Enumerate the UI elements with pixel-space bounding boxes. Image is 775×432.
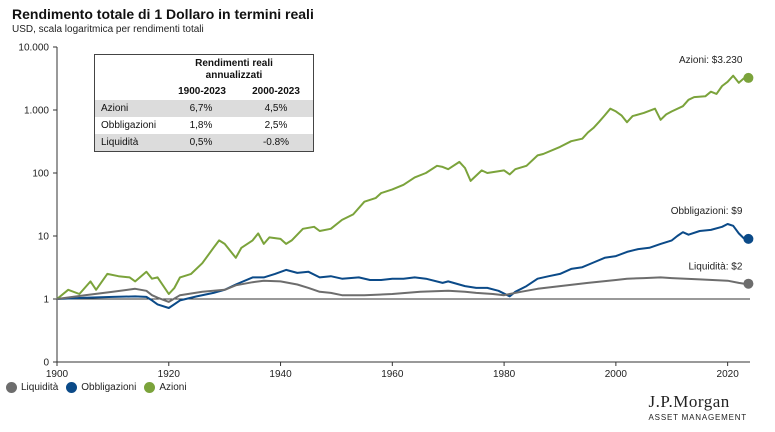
y-tick-label: 100 xyxy=(32,169,49,180)
chart-series xyxy=(56,74,746,309)
x-tick-label: 1920 xyxy=(158,369,181,380)
x-tick-label: 2020 xyxy=(717,369,740,380)
chart-title: Rendimento totale di 1 Dollaro in termin… xyxy=(12,6,314,22)
legend-item-liquidita: Liquidità xyxy=(6,382,58,393)
row-value-2: 4,5% xyxy=(264,103,288,114)
end-label-azioni: Azioni: $3.230 xyxy=(679,55,743,66)
y-tick-label: 10.000 xyxy=(18,43,49,54)
row-value-1: 1,8% xyxy=(189,120,213,131)
legend-label: Liquidità xyxy=(21,382,59,393)
y-tick-label: 10 xyxy=(38,232,50,243)
legend-dot xyxy=(66,382,78,393)
legend-item-obbligazioni: Obbligazioni xyxy=(66,382,136,393)
jpmorgan-logo: J.P.Morgan ASSET MANAGEMENT xyxy=(649,392,747,422)
row-label: Liquidità xyxy=(101,137,139,148)
series-line-azioni xyxy=(56,74,746,300)
x-tick-label: 1940 xyxy=(269,369,292,380)
chart-subtitle: USD, scala logaritmica per rendimenti to… xyxy=(12,24,204,35)
table-row-obbligazioni: Obbligazioni 1,8% 2,5% xyxy=(95,117,313,134)
chart-legend: Liquidità Obbligazioni Azioni xyxy=(6,382,195,393)
row-value-1: 6,7% xyxy=(189,103,213,114)
legend-dot xyxy=(144,382,156,393)
returns-table-columns: 1900-2023 2000-2023 xyxy=(95,84,313,100)
series-line-liquidita xyxy=(56,276,745,303)
row-value-2: -0.8% xyxy=(262,137,290,148)
row-label: Azioni xyxy=(101,103,129,114)
end-marker-azioni xyxy=(743,72,754,83)
row-value-1: 0,5% xyxy=(189,137,213,148)
legend-item-azioni: Azioni xyxy=(144,382,187,393)
logo-sub: ASSET MANAGEMENT xyxy=(648,413,747,422)
series-line-obbligazioni xyxy=(56,223,746,309)
end-marker-obbligazioni xyxy=(743,233,754,244)
x-tick-label: 1980 xyxy=(493,369,516,380)
chart-end-labels: Azioni: $3.230 Obbligazioni: $9 Liquidità:… xyxy=(671,55,743,273)
chart-axes: 0 1 10 100 1.000 10.000 1900 1920 1940 1960 1980 20… xyxy=(18,43,750,380)
row-label: Obbligazioni xyxy=(101,120,157,131)
chart-end-markers xyxy=(743,72,754,289)
column-1900-2023: 1900-2023 xyxy=(178,86,226,97)
table-row-azioni: Azioni 6,7% 4,5% xyxy=(95,100,313,117)
y-tick-label: 1.000 xyxy=(24,106,49,117)
y-tick-label: 0 xyxy=(43,358,49,369)
legend-label: Obbligazioni xyxy=(81,382,137,393)
returns-table: Rendimenti reali annualizzati 1900-2023 … xyxy=(94,54,314,152)
end-label-liquidita: Liquidità: $2 xyxy=(688,262,742,273)
table-row-liquidita: Liquidità 0,5% -0.8% xyxy=(95,134,313,151)
x-tick-label: 2000 xyxy=(605,369,628,380)
returns-table-heading-line1: Rendimenti reali xyxy=(195,58,273,69)
row-value-2: 2,5% xyxy=(264,120,288,131)
x-tick-label: 1960 xyxy=(381,369,404,380)
legend-dot xyxy=(6,382,17,393)
returns-table-heading: Rendimenti reali annualizzati xyxy=(95,55,313,84)
x-tick-label: 1900 xyxy=(46,369,69,380)
returns-table-heading-line2: annualizzati xyxy=(205,70,263,81)
column-2000-2023: 2000-2023 xyxy=(252,86,300,97)
y-tick-label: 1 xyxy=(43,295,49,306)
end-marker-liquidita xyxy=(743,278,754,289)
logo-main: J.P.Morgan xyxy=(648,392,730,411)
legend-label: Azioni xyxy=(159,382,187,393)
end-label-obbligazioni: Obbligazioni: $9 xyxy=(671,206,743,217)
